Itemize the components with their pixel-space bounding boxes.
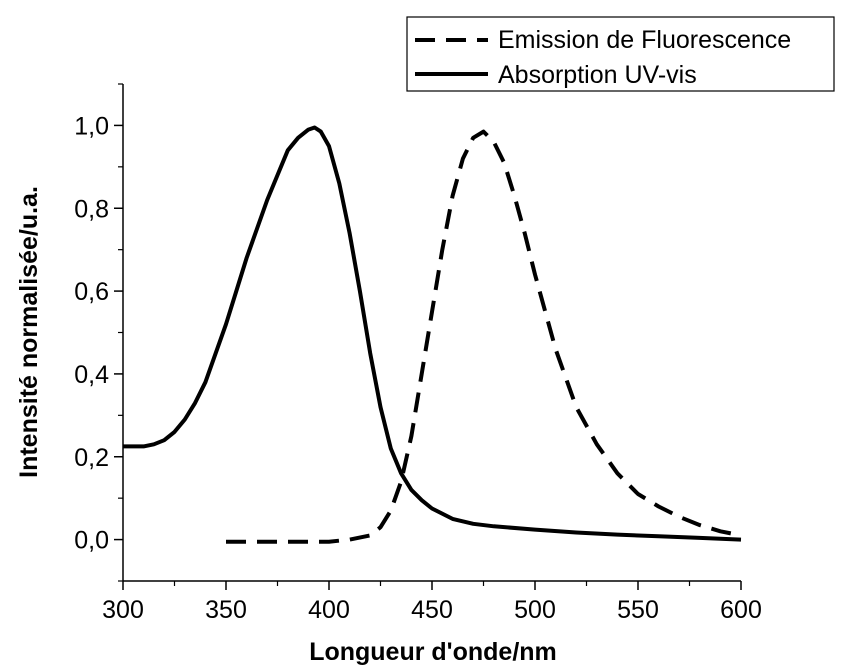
x-tick-label: 500 <box>514 596 556 624</box>
x-axis-title: Longueur d'onde/nm <box>309 638 557 666</box>
y-tick-label: 0,2 <box>74 444 109 472</box>
x-tick-label: 550 <box>617 596 659 624</box>
legend-label-emission: Emission de Fluorescence <box>498 26 791 54</box>
legend-box <box>406 16 835 92</box>
y-tick-label: 0,4 <box>74 361 109 389</box>
x-tick-label: 400 <box>308 596 350 624</box>
x-tick-label: 350 <box>205 596 247 624</box>
y-axis-title: Intensité normalisée/u.a. <box>15 186 43 478</box>
y-tick-label: 1,0 <box>74 112 109 140</box>
x-tick-label: 300 <box>102 596 144 624</box>
series-line-emission <box>226 129 742 544</box>
y-tick-label: 0,6 <box>74 278 109 306</box>
x-axis: 300 350 400 450 500 550 600 <box>102 580 762 624</box>
series-line-absorption <box>123 125 742 542</box>
x-tick-label: 600 <box>720 596 762 624</box>
legend: Emission de Fluorescence Absorption UV-v… <box>406 16 835 92</box>
series-layer <box>123 125 742 544</box>
x-tick-label: 450 <box>411 596 453 624</box>
legend-label-absorption: Absorption UV-vis <box>498 61 697 89</box>
y-tick-label: 0,0 <box>74 527 109 555</box>
y-axis: 0,0 0,2 0,4 0,6 0,8 1,0 <box>74 83 124 582</box>
y-tick-label: 0,8 <box>74 195 109 223</box>
